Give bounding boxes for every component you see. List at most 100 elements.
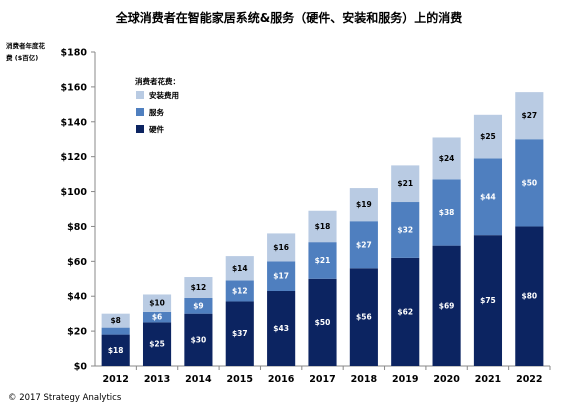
bar-segment (308, 278, 337, 366)
data-label: $27 (521, 111, 537, 120)
bar-segment (391, 165, 420, 203)
data-label: $50 (315, 318, 331, 327)
data-label: $18 (315, 222, 331, 231)
legend-swatch (136, 91, 144, 99)
data-label: $56 (356, 313, 372, 322)
bar-segment (184, 313, 213, 366)
bar-segment (515, 139, 544, 227)
y-tick-label: $180 (61, 48, 88, 59)
bar-segment (432, 179, 461, 246)
data-label: $16 (273, 243, 289, 252)
bar-segment (308, 242, 337, 279)
x-tick-label: 2013 (144, 374, 170, 385)
data-label: $6 (152, 313, 162, 322)
data-label: $75 (480, 296, 496, 305)
x-tick-label: 2016 (268, 374, 295, 385)
copyright-text: © 2017 Strategy Analytics (8, 393, 122, 403)
bar-segment (432, 245, 461, 366)
x-tick-label: 2021 (475, 374, 501, 385)
y-tick-label: $160 (61, 82, 88, 93)
data-label: $80 (521, 292, 537, 301)
y-tick-label: $60 (67, 257, 87, 268)
bar-segment (349, 188, 378, 222)
bar-segment (515, 226, 544, 366)
data-label: $50 (521, 178, 537, 187)
data-label: $38 (439, 208, 455, 217)
bar-segment (267, 261, 296, 291)
legend-label: 硬件 (149, 124, 164, 134)
bar-segment (101, 327, 130, 335)
chart-title: 全球消费者在智能家居系统&服务（硬件、安装和服务）上的消费 (115, 10, 462, 25)
bar-segment (142, 322, 172, 366)
bar-segment (391, 202, 420, 258)
bar-segment (267, 290, 296, 366)
x-tick-label: 2018 (351, 374, 378, 385)
data-label: $44 (480, 192, 496, 201)
data-label: $43 (273, 324, 289, 333)
y-tick-label: $100 (61, 187, 88, 198)
data-label: $14 (232, 264, 248, 273)
legend-swatch (136, 108, 144, 116)
y-tick-label: $80 (67, 222, 87, 233)
bar-segment (473, 114, 503, 159)
bar-segment (515, 92, 544, 140)
bar-segment (142, 294, 172, 312)
data-label: $18 (108, 346, 124, 355)
x-tick-label: 2015 (227, 374, 253, 385)
legend-label: 服务 (149, 107, 164, 117)
y-tick-label: $120 (61, 152, 88, 163)
bar-segment (349, 221, 378, 269)
bar-segment (142, 311, 172, 323)
data-label: $62 (397, 307, 413, 316)
data-label: $21 (397, 179, 413, 188)
x-tick-label: 2017 (309, 374, 335, 385)
legend-label: 安装费用 (149, 90, 179, 100)
bar-segment (473, 235, 503, 366)
bar-segment (225, 280, 254, 302)
bar-segment (184, 277, 213, 298)
data-label: $17 (273, 272, 289, 281)
data-label: $21 (315, 256, 331, 265)
x-tick-label: 2022 (516, 374, 542, 385)
y-tick-label: $140 (61, 117, 88, 128)
y-tick-label: $20 (67, 327, 87, 338)
plot-area: $0 $20 $40 $60 $80 $100 $120 $140 $160 $180 2012 $1… (61, 48, 551, 385)
legend-title: 消费者花费： (135, 76, 180, 86)
data-label: $37 (232, 329, 248, 338)
bar-segment (225, 301, 254, 366)
bar-segment (473, 158, 503, 236)
bar-segment (184, 297, 213, 314)
bar-segment (308, 210, 337, 243)
bar-segment (349, 268, 378, 366)
data-label: $12 (232, 286, 248, 295)
bar-segment (432, 137, 461, 180)
data-label: $25 (149, 340, 165, 349)
data-label: $8 (110, 316, 120, 325)
y-axis-label-line1: 消费者年度花 (6, 41, 46, 50)
data-label: $32 (397, 225, 413, 234)
y-tick-label: $0 (74, 362, 88, 373)
bar-segment (391, 257, 420, 366)
data-label: $19 (356, 200, 372, 209)
data-label: $69 (439, 301, 455, 310)
data-label: $12 (191, 283, 207, 292)
data-label: $9 (193, 301, 203, 310)
data-label: $25 (480, 132, 496, 141)
y-axis-label-line2: 费 ($百亿) (6, 53, 38, 62)
data-label: $10 (149, 299, 165, 308)
x-tick-label: 2014 (185, 374, 212, 385)
x-tick-label: 2012 (102, 374, 128, 385)
bar-segment (267, 233, 296, 262)
data-label: $30 (191, 335, 207, 344)
y-tick-label: $40 (67, 292, 87, 303)
data-label: $27 (356, 240, 372, 249)
x-tick-label: 2020 (433, 374, 460, 385)
bar-segment (225, 256, 254, 281)
x-tick-label: 2019 (392, 374, 418, 385)
data-label: $24 (439, 154, 455, 163)
bar-segment (101, 313, 130, 328)
legend-swatch (136, 125, 144, 133)
bar-segment (101, 334, 130, 366)
